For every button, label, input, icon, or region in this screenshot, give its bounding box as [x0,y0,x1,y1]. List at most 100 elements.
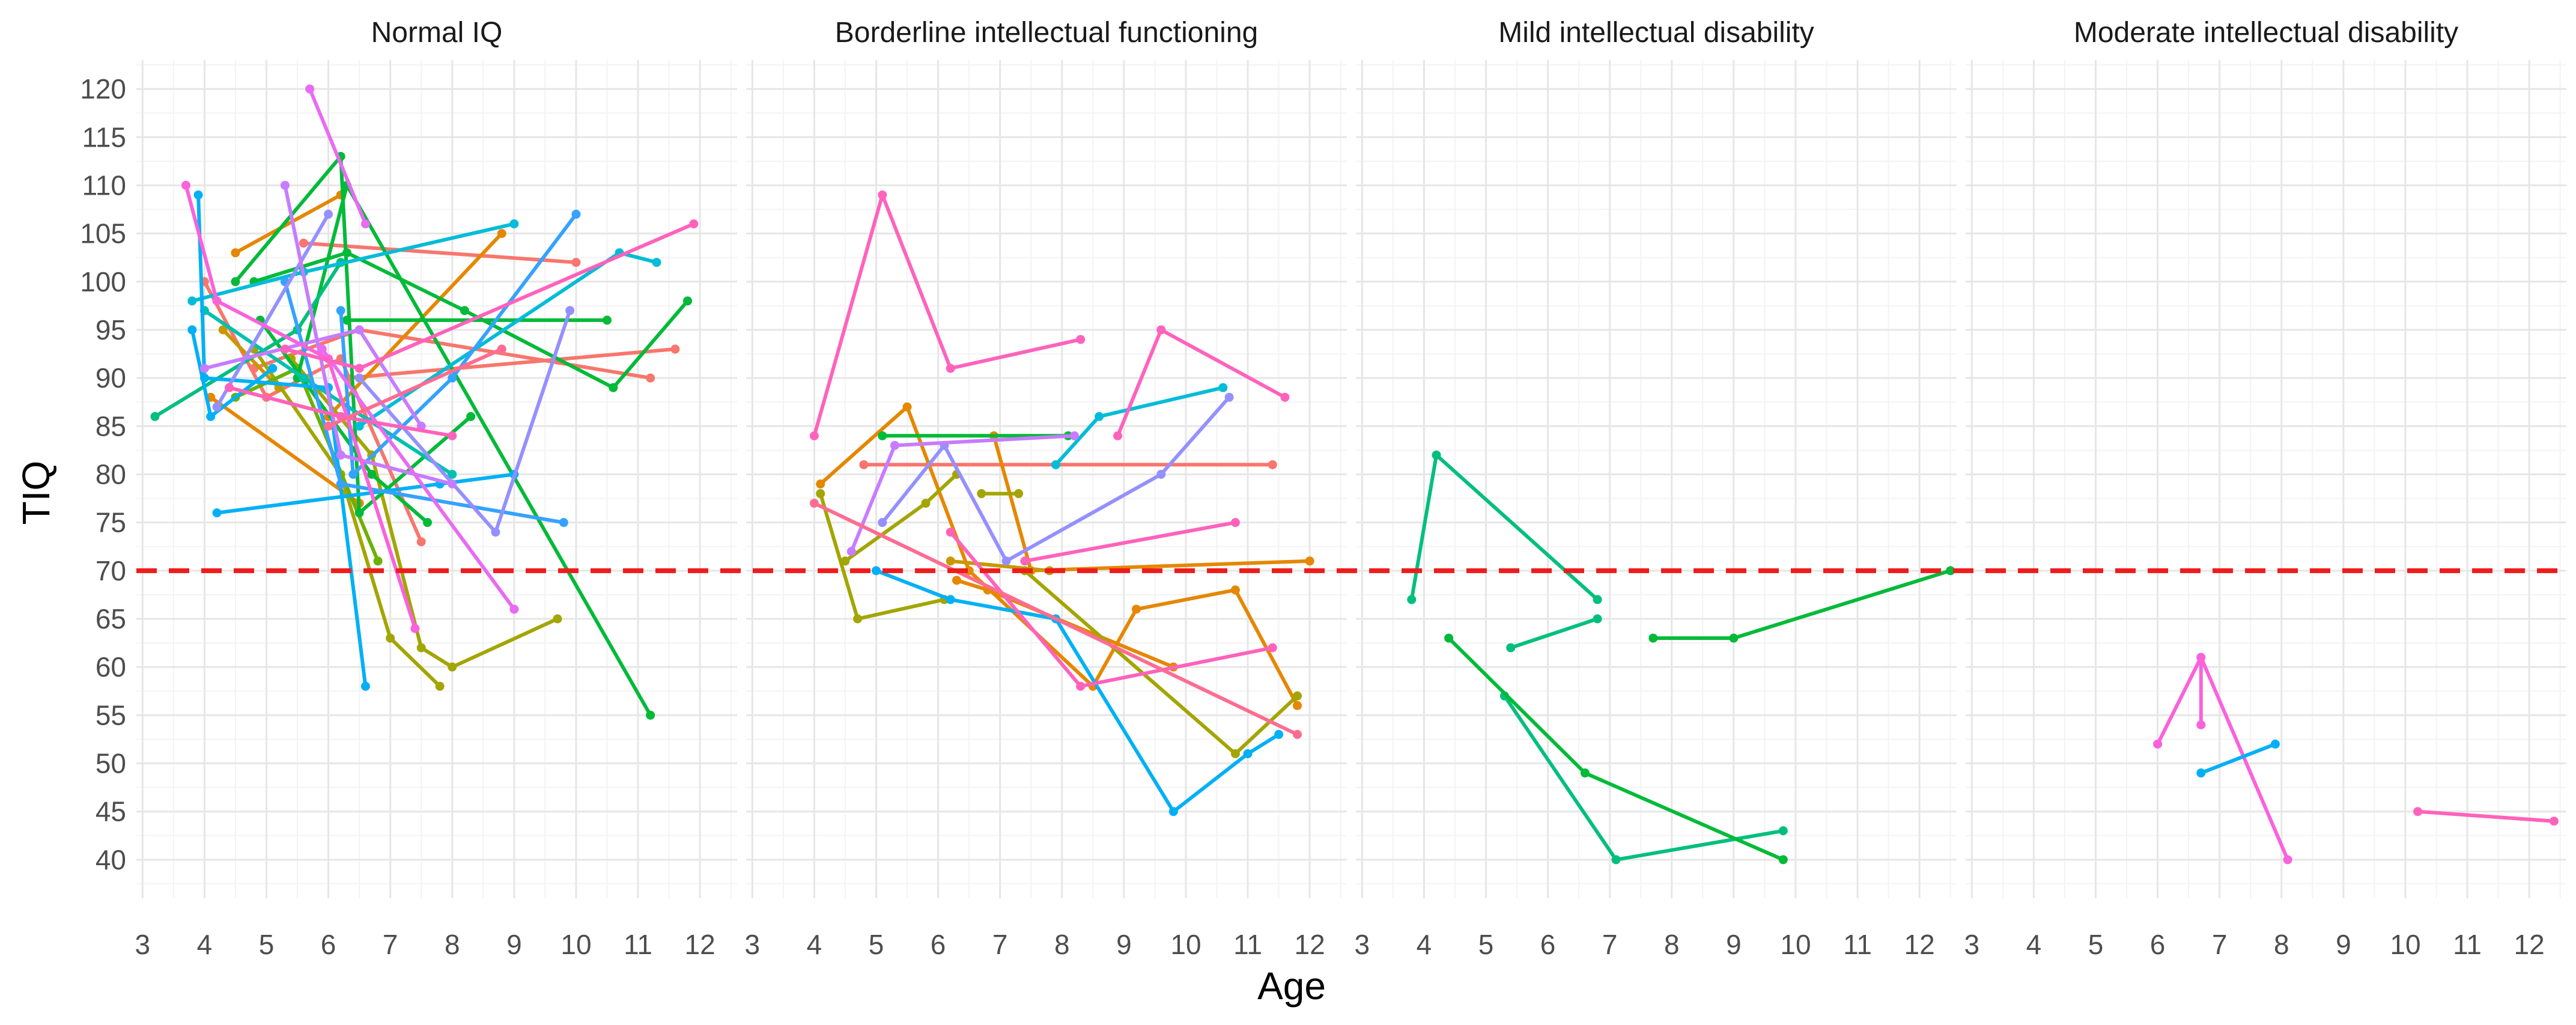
trajectory-line [2199,742,2277,775]
data-point [1506,643,1516,652]
data-point [187,325,197,335]
data-point [565,306,575,315]
data-point [497,344,506,354]
trajectory-series [846,431,1079,556]
data-point [212,402,222,412]
data-point [187,296,197,306]
trajectory-series [1407,450,1602,604]
data-point [1168,807,1178,817]
data-point [559,518,568,528]
data-point [2153,739,2163,749]
data-point [448,479,457,489]
trajectory-series [342,315,612,325]
x-tick-label: 12 [1295,929,1325,960]
data-point [1156,469,1166,479]
trajectory-series [1506,614,1602,652]
data-point [571,258,581,267]
data-point [1014,489,1024,499]
trajectory-series [299,239,581,267]
data-point [1444,633,1454,643]
data-point [448,662,457,672]
data-point [646,373,655,383]
data-point [386,633,395,643]
data-point [1230,585,1240,595]
trajectory-line [320,347,516,611]
data-point [1778,826,1788,836]
data-point [1293,691,1302,701]
y-axis-title: TIQ [14,461,58,525]
trajectory-line [874,568,1281,814]
x-tick-label: 11 [2453,929,2482,960]
x-tick-label: 8 [1664,929,1680,960]
data-point [2283,855,2292,865]
x-tick-label: 12 [685,929,715,960]
y-tick-label: 95 [96,314,126,345]
data-point [150,412,160,421]
data-point [1020,556,1030,566]
data-point [268,363,278,373]
facet-title: Moderate intellectual disability [2074,17,2458,49]
x-tick-label: 4 [2026,929,2042,960]
data-point [367,469,377,479]
data-point [1268,460,1277,469]
trajectory-series [859,460,1277,469]
y-tick-label: 60 [96,651,126,683]
data-point [225,383,234,392]
data-point [336,306,345,315]
facet-title: Mild intellectual disability [1498,17,1814,49]
data-point [946,595,955,604]
y-tick-label: 75 [96,507,126,538]
trajectory-line [992,434,1312,573]
data-point [1432,450,1441,460]
x-tick-label: 10 [2390,929,2420,960]
data-point [1729,633,1739,643]
y-tick-label: 45 [96,796,126,827]
data-point [1051,460,1060,469]
x-tick-label: 12 [2514,929,2545,960]
trajectory-series [840,469,962,566]
x-tick-label: 6 [2150,929,2166,960]
x-tick-label: 10 [560,929,591,960]
data-point [2196,720,2206,729]
trajectory-line [233,154,473,515]
trajectory-line [215,212,330,409]
trajectory-series [187,325,278,421]
data-point [846,547,856,556]
x-tick-label: 7 [992,929,1008,960]
data-point [1230,749,1240,758]
data-point [280,180,290,190]
data-point [1593,614,1602,624]
facet-title: Normal IQ [371,17,503,49]
data-point [952,576,962,585]
trajectory-line [326,231,504,419]
data-point [1293,729,1302,739]
x-axis-title: Age [1257,964,1326,1008]
data-point [354,508,364,518]
data-point [1268,643,1277,652]
x-tick-label: 9 [1726,929,1742,960]
facet-panel-2: Borderline intellectual functioning 3 4 5 6 7… [745,17,1347,960]
trajectory-series [305,84,370,229]
x-tick-label: 6 [931,929,946,960]
x-tick-label: 5 [2088,929,2104,960]
data-point [231,248,240,258]
trajectory-series [2413,807,2559,826]
x-tick-label: 4 [197,929,213,960]
data-point [324,421,333,431]
trajectory-line [1508,617,1600,650]
data-point [859,460,869,469]
trajectory-series [977,489,1024,499]
data-point [890,440,899,450]
data-point [1001,556,1011,566]
data-point [354,363,364,373]
data-point [336,479,345,489]
data-point [509,604,519,614]
data-point [2270,739,2280,749]
data-point [977,489,986,499]
data-point [603,315,612,325]
data-point [1593,595,1602,604]
trajectory-line [1409,453,1600,601]
x-tick-label: 6 [321,929,336,960]
trajectory-series [2196,739,2280,778]
data-point [509,219,519,229]
